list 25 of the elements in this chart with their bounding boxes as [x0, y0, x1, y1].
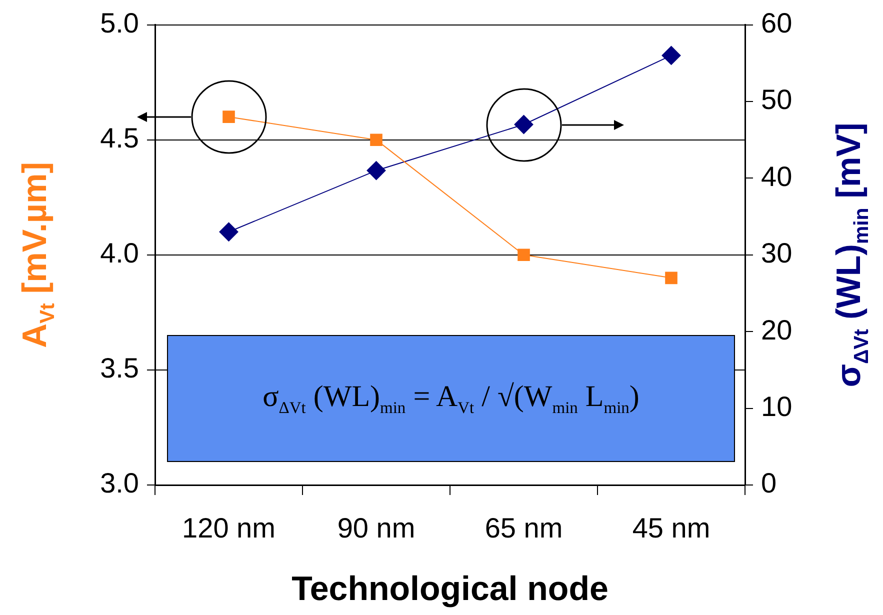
y2-tick-label: 0: [761, 468, 777, 499]
y-tick-label: 3.0: [100, 468, 139, 499]
x-tick-label: 90 nm: [337, 512, 416, 544]
y-tick-label: 5.0: [100, 8, 139, 39]
formula-box: σ$_{ΔVt}$ (WL)$_{min}$ = A$_{Vt}$ / √(W$_{min}$ L$_{min}$): [167, 335, 735, 462]
y2-tick-label: 50: [761, 84, 792, 116]
y-tick-label: 4.5: [100, 122, 139, 154]
point: [665, 272, 678, 284]
y2-tick-label: 20: [761, 314, 792, 346]
y2-tick-label: 30: [761, 238, 792, 269]
point: [370, 134, 382, 146]
y-tick-label: 4.0: [100, 238, 139, 269]
point: [518, 248, 530, 262]
y-tick-label: 3.5: [100, 352, 139, 384]
point: [366, 161, 386, 180]
y2-tick-label: 10: [761, 391, 792, 422]
point: [222, 110, 235, 123]
x-tick-label: 120 nm: [182, 512, 276, 544]
x-tick-label: 45 nm: [632, 512, 710, 544]
x-tick-label: 65 nm: [484, 512, 563, 544]
x-axis-title: Technological node: [292, 570, 608, 608]
y2-tick-label: 40: [761, 160, 792, 192]
y2-tick-label: 60: [761, 8, 792, 39]
point: [219, 222, 238, 242]
point: [662, 46, 681, 65]
